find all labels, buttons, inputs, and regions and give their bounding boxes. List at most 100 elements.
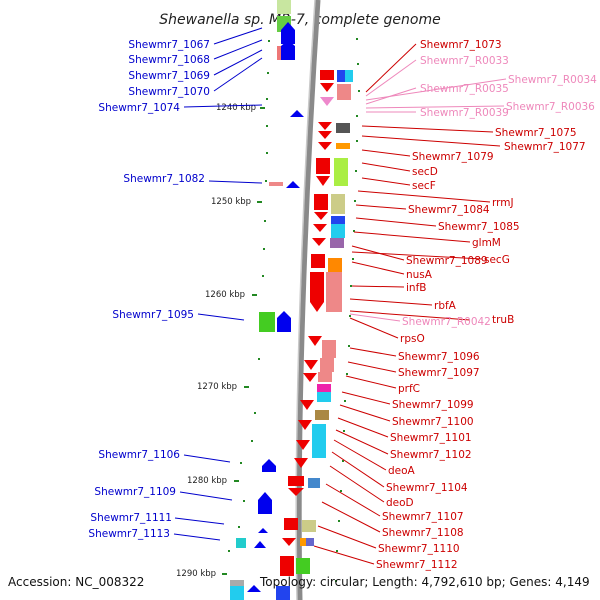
gene-label[interactable]: Shewmr7_1075 [495,127,577,139]
leader-line [351,285,405,288]
gene-label[interactable]: nusA [406,269,433,281]
leader-line [183,104,263,108]
gene-label[interactable]: Shewmr7_1073 [420,39,502,51]
gene-label[interactable]: deoA [388,465,416,477]
gene-label[interactable]: Shewmr7_1104 [386,482,468,494]
reverse-arrow [310,302,324,312]
leader-line [349,347,397,357]
rna-label[interactable]: Shewmr7_R0039 [420,107,509,119]
kbp-tick-label: 1250 kbp [211,197,251,207]
gene-label[interactable]: infB [406,282,426,294]
gene-block [230,586,244,600]
gene-label[interactable]: Shewmr7_1100 [392,416,474,428]
gene-label[interactable]: deoD [386,497,414,509]
gene-label[interactable]: glmM [472,237,501,249]
gene-label[interactable]: Shewmr7_1099 [392,399,474,411]
forward-arrow [247,585,261,592]
gene-block [296,558,310,574]
gene-label[interactable]: Shewmr7_1074 [98,102,180,114]
forward-arrow [258,492,272,500]
gene-block [269,182,283,186]
leader-line [351,251,483,260]
gene-label[interactable]: Shewmr7_1067 [128,39,210,51]
gene-block [277,0,291,14]
gene-label[interactable]: Shewmr7_1085 [438,221,520,233]
forward-arrow [262,459,276,466]
gene-block [336,143,350,149]
gene-label[interactable]: Shewmr7_1097 [398,367,480,379]
gene-label[interactable]: secG [484,254,510,266]
rna-label[interactable]: Shewmr7_R0035 [420,83,509,95]
leader-line [365,87,417,105]
gene-label[interactable]: Shewmr7_1111 [90,512,172,524]
gene-label[interactable]: Shewmr7_1077 [504,141,586,153]
reverse-arrow [296,440,310,450]
leader-line [357,190,491,203]
gene-block [258,500,272,514]
forward-arrow [290,110,304,117]
gene-label[interactable]: Shewmr7_1107 [382,511,464,523]
gene-label[interactable]: secD [412,166,438,178]
reverse-arrow [288,488,304,496]
gene-label[interactable]: Shewmr7_1084 [408,204,490,216]
gene-label[interactable]: Shewmr7_1113 [88,528,170,540]
rna-label[interactable]: Shewmr7_R0033 [420,55,509,67]
gene-label[interactable]: Shewmr7_1082 [123,173,205,185]
rna-label[interactable]: Shewmr7_R0036 [506,101,595,113]
rna-label[interactable]: Shewmr7_R0042 [402,316,491,328]
gene-label[interactable]: Shewmr7_1102 [390,449,472,461]
leader-line [335,429,389,455]
gene-label[interactable]: Shewmr7_1112 [376,559,458,571]
gene-block [320,358,334,372]
leader-line [355,204,407,210]
leader-line [355,217,437,227]
gene-label[interactable]: prfC [398,383,420,395]
leader-line [173,533,221,541]
leader-line [349,298,433,306]
leader-line [213,39,263,60]
leader-line [349,313,401,322]
gene-label[interactable]: truB [492,314,514,326]
gene-block [230,580,244,586]
gene-block [331,194,345,214]
genome-backbone-highlight [295,0,316,600]
forward-arrow [277,311,291,318]
leader-line [345,375,397,389]
gene-block [328,258,342,272]
gene-label[interactable]: Shewmr7_1109 [94,486,176,498]
gene-label[interactable]: Shewmr7_1108 [382,527,464,539]
gene-block [302,520,316,532]
gene-block [337,70,345,82]
rna-label[interactable]: Shewmr7_R0034 [508,74,597,86]
gene-label[interactable]: Shewmr7_1079 [412,151,494,163]
gene-label[interactable]: Shewmr7_1101 [390,432,472,444]
rna-leader-lines [349,59,507,322]
gene-label[interactable]: secF [412,180,436,192]
gene-label[interactable]: rrmJ [492,197,514,209]
gene-label[interactable]: Shewmr7_1068 [128,54,210,66]
leader-line [179,491,233,501]
gene-label[interactable]: Shewmr7_1096 [398,351,480,363]
accession-text: Accession: NC_008322 [8,575,144,589]
gene-label[interactable]: Shewmr7_1110 [378,543,460,555]
leader-line [183,454,231,463]
gene-label[interactable]: rbfA [434,300,457,312]
gene-label[interactable]: Shewmr7_1106 [98,449,180,461]
gene-block [262,466,276,472]
gene-block [331,216,345,224]
gene-label[interactable]: Shewmr7_1089 [406,255,488,267]
gene-label[interactable]: rpsO [400,333,425,345]
gene-block [312,424,326,458]
kbp-tick-mark [244,386,249,388]
gene-label[interactable]: Shewmr7_1095 [112,309,194,321]
kbp-tick-label: 1260 kbp [205,290,245,300]
gene-label[interactable]: Shewmr7_1069 [128,70,210,82]
leader-line [321,501,381,533]
reverse-arrow [294,458,308,468]
gene-block [345,70,353,82]
right-labels: Shewmr7_1073 Shewmr7_R0033 Shewmr7_R0034… [376,39,597,571]
gene-label[interactable]: Shewmr7_1070 [128,86,210,98]
reverse-arrow [312,238,326,246]
kbp-tick-mark [234,480,239,482]
reverse-arrow [298,420,312,430]
